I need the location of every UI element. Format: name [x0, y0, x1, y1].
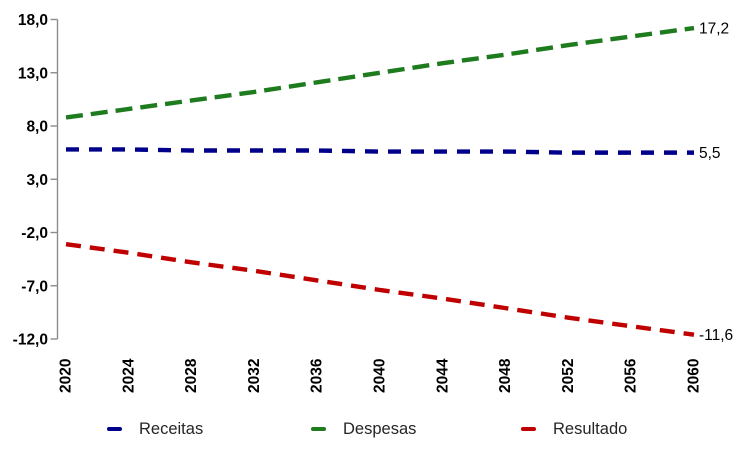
- series-line-despesas: [65, 25, 695, 120]
- x-tick-label: 2048: [497, 358, 514, 393]
- y-tick-label: 3,0: [26, 172, 48, 189]
- legend-label-resultado: Resultado: [553, 420, 628, 438]
- x-tick-label: 2060: [686, 359, 703, 393]
- series-end-label-despesas: 17,2: [699, 21, 729, 38]
- x-tick-label: 2020: [58, 359, 75, 393]
- x-tick-label: 2040: [372, 359, 389, 393]
- legend-dash-despesas: [311, 426, 326, 432]
- y-tick-label: 8,0: [26, 119, 48, 136]
- x-tick-label: 2052: [560, 359, 577, 393]
- y-tick-label: -12,0: [13, 332, 48, 349]
- x-tick-label: 2044: [434, 358, 451, 393]
- legend-label-despesas: Despesas: [343, 420, 417, 438]
- y-tick-label: -7,0: [21, 278, 48, 295]
- series-end-label-resultado: -11,6: [699, 327, 733, 344]
- y-tick-label: -2,0: [21, 225, 48, 242]
- series-line-receitas: [66, 147, 694, 155]
- legend-item-resultado: Resultado: [521, 416, 627, 442]
- chart-legend: Receitas Despesas Resultado: [0, 416, 737, 442]
- x-tick-label: 2028: [183, 358, 200, 393]
- series-line-resultado: [65, 242, 695, 337]
- legend-label-receitas: Receitas: [139, 420, 204, 438]
- series-end-label-receitas: 5,5: [699, 145, 721, 162]
- x-tick-label: 2056: [623, 358, 640, 393]
- legend-item-receitas: Receitas: [107, 416, 203, 442]
- x-tick-label: 2032: [246, 359, 263, 393]
- x-tick-label: 2024: [120, 358, 137, 393]
- legend-dash-resultado: [521, 426, 536, 432]
- y-tick-label: 13,0: [18, 65, 48, 82]
- x-tick-label: 2036: [309, 358, 326, 393]
- legend-dash-receitas: [107, 426, 122, 432]
- legend-item-despesas: Despesas: [311, 416, 416, 442]
- plot-area: 18,0 13,0 8,0 3,0 -2,0 -7,0 -12,0 2020 2024 2028 2…: [13, 12, 734, 393]
- y-tick-label: 18,0: [18, 12, 48, 29]
